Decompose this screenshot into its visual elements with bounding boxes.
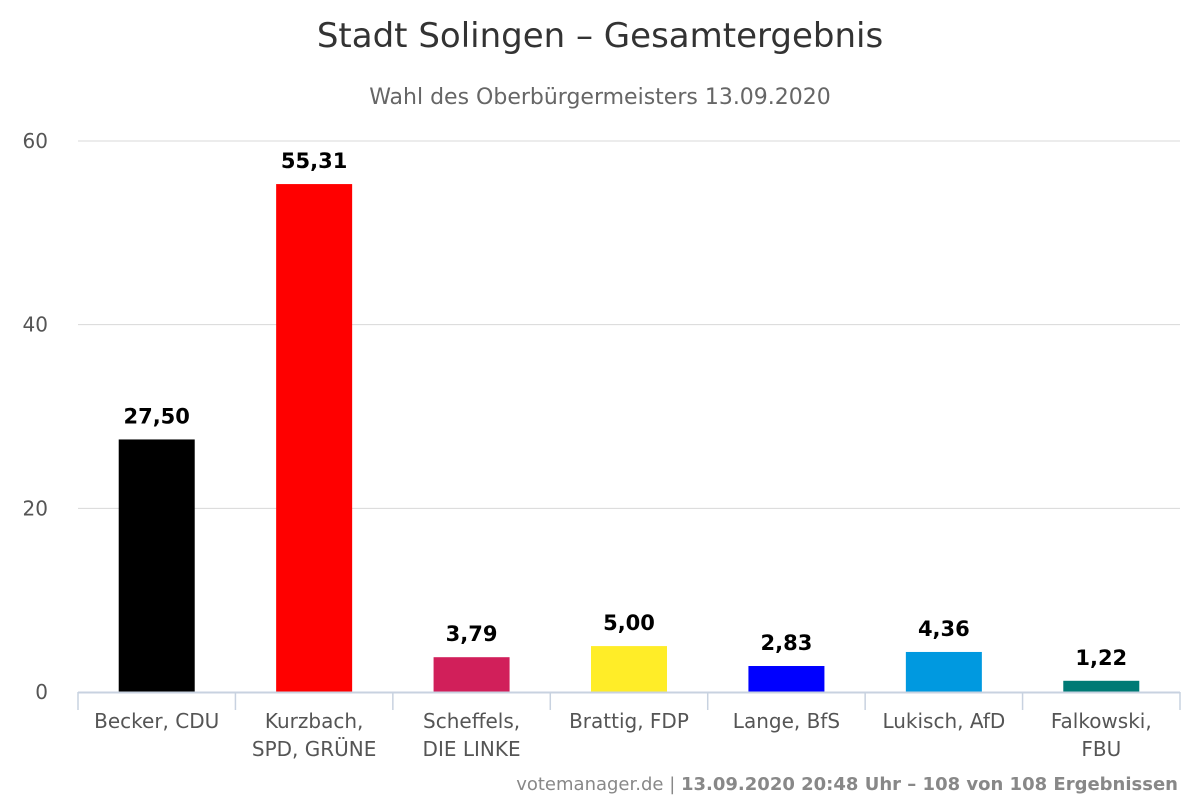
x-tick-label: Lukisch, AfD xyxy=(882,709,1005,733)
x-tick-label: Kurzbach, SPD, GRÜNE xyxy=(252,709,377,761)
x-axis-labels: Becker, CDU Kurzbach, SPD, GRÜNE Scheffels,… xyxy=(94,709,1152,761)
bar[interactable] xyxy=(118,439,195,692)
data-label: 1,22 xyxy=(1075,646,1127,670)
y-tick-label: 0 xyxy=(35,680,48,704)
data-label: 3,79 xyxy=(446,622,498,646)
footer-info: 13.09.2020 20:48 Uhr – 108 von 108 Ergeb… xyxy=(681,774,1178,795)
x-tick-label: Scheffels, DIE LINKE xyxy=(423,709,521,761)
x-tick-label: Brattig, FDP xyxy=(569,709,689,733)
data-label: 27,50 xyxy=(123,404,189,428)
data-labels: 27,50 55,31 3,79 5,00 2,83 4,36 1,22 xyxy=(123,149,1127,670)
y-tick-label: 20 xyxy=(23,496,48,520)
footer-separator: | xyxy=(663,774,681,795)
bar[interactable] xyxy=(905,651,982,692)
data-label: 2,83 xyxy=(761,631,813,655)
data-label: 5,00 xyxy=(603,611,655,635)
x-tick-label: Falkowski, FBU xyxy=(1051,709,1152,761)
gridlines xyxy=(78,140,1180,509)
bar[interactable] xyxy=(1063,680,1140,692)
data-label: 4,36 xyxy=(918,617,970,641)
chart-title: Stadt Solingen – Gesamtergebnis xyxy=(317,16,883,56)
bars xyxy=(118,184,1140,693)
bar[interactable] xyxy=(433,657,510,692)
footer-source[interactable]: votemanager.de xyxy=(516,774,663,795)
chart-subtitle: Wahl des Oberbürgermeisters 13.09.2020 xyxy=(369,85,831,110)
bar[interactable] xyxy=(591,646,667,692)
data-label: 55,31 xyxy=(281,149,347,173)
y-tick-label: 60 xyxy=(23,129,48,153)
y-tick-label: 40 xyxy=(23,313,48,337)
x-axis xyxy=(77,691,1181,710)
bar[interactable] xyxy=(748,666,825,692)
bar[interactable] xyxy=(276,184,353,693)
footer-credit: votemanager.de | 13.09.2020 20:48 Uhr – … xyxy=(516,774,1178,795)
y-axis-labels: 0 20 40 60 xyxy=(23,129,48,704)
x-tick-label: Becker, CDU xyxy=(94,709,219,733)
x-tick-label: Lange, BfS xyxy=(733,709,840,733)
